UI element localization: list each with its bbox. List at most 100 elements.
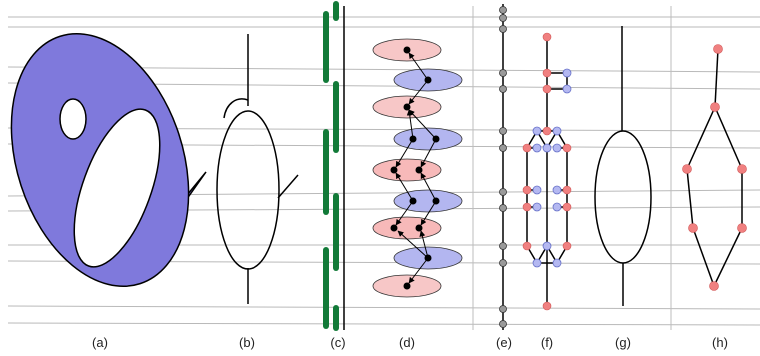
h-node: [737, 164, 747, 174]
f-blue-node: [552, 202, 562, 212]
panel-label-h: (h): [712, 335, 728, 350]
f-blue-node: [532, 143, 542, 153]
f-blue-node: [532, 258, 542, 268]
panel-label-c: (c): [330, 335, 345, 350]
h-edge: [714, 48, 719, 108]
f-red-node: [562, 143, 572, 153]
d-red-ellipse: [372, 158, 442, 182]
d-arrow: [420, 138, 437, 168]
d-node: [432, 197, 440, 205]
panel-d-ellipse-chain: [372, 38, 463, 298]
panel-f-ladder-graph: [522, 32, 572, 311]
d-arrow: [408, 109, 437, 140]
d-node: [432, 135, 440, 143]
f-blue-node: [552, 143, 562, 153]
panel-label-e: (e): [496, 335, 512, 350]
panel-label-d: (d): [399, 335, 415, 350]
f-red-node: [522, 202, 532, 212]
panel-b-outline: [216, 34, 299, 304]
f-blue-node: [552, 258, 562, 268]
d-node: [403, 103, 411, 111]
h-node: [709, 281, 719, 291]
h-node: [710, 102, 720, 112]
d-node: [424, 76, 432, 84]
h-node: [737, 223, 747, 233]
guide-line: [7, 305, 760, 310]
panel-label-f: (f): [541, 335, 553, 350]
panel-label-g: (g): [615, 335, 631, 350]
d-blue-ellipse: [393, 127, 463, 151]
d-node: [409, 135, 417, 143]
f-blue-node: [562, 84, 572, 94]
torus-small-hole: [59, 98, 87, 140]
guide-line: [7, 322, 760, 326]
f-blue-node: [542, 241, 552, 251]
e-node: [499, 204, 507, 212]
d-arrow: [408, 79, 429, 105]
e-node: [499, 242, 507, 250]
e-node: [499, 259, 507, 267]
e-node: [499, 305, 507, 313]
d-arrow: [395, 200, 414, 226]
d-arrow: [395, 138, 414, 168]
f-blue-node: [532, 126, 542, 136]
d-node: [390, 224, 398, 232]
b-left-lobe: [223, 98, 249, 119]
f-red-node: [542, 301, 552, 311]
panel-h-diamond-graph: [682, 44, 747, 291]
h-node: [688, 223, 698, 233]
h-edge: [714, 106, 743, 170]
h-edge: [692, 227, 715, 287]
h-edge: [713, 227, 743, 287]
f-blue-node: [542, 143, 552, 153]
d-node: [409, 197, 417, 205]
f-blue-node: [562, 68, 572, 78]
f-blue-node: [532, 185, 542, 195]
f-red-node: [542, 126, 552, 136]
e-node: [499, 188, 507, 196]
panel-label-b: (b): [239, 335, 255, 350]
torus-large-hole: [73, 108, 161, 268]
panel-label-a: (a): [92, 335, 108, 350]
e-node: [499, 144, 507, 152]
b-right-branch: [277, 174, 299, 199]
f-red-node: [562, 202, 572, 212]
d-arrow: [408, 52, 429, 81]
e-node: [499, 127, 507, 135]
panel-separators: [472, 6, 672, 330]
f-blue-node: [552, 126, 562, 136]
d-arrow: [397, 230, 429, 259]
h-node: [682, 164, 692, 174]
h-edge: [686, 168, 694, 229]
d-red-ellipse: [372, 216, 442, 240]
e-node: [499, 6, 507, 14]
e-node: [499, 69, 507, 77]
e-node: [499, 85, 507, 93]
d-arrow: [408, 257, 429, 284]
d-node: [424, 254, 432, 262]
e-node: [499, 14, 507, 22]
f-red-node: [542, 32, 552, 42]
e-node: [499, 320, 507, 328]
d-node: [415, 166, 423, 174]
d-blue-ellipse: [393, 189, 463, 213]
f-red-node: [522, 143, 532, 153]
d-arrow: [420, 172, 437, 202]
d-arrow: [395, 172, 414, 202]
f-red-node: [522, 241, 532, 251]
d-arrow: [420, 200, 437, 226]
f-blue-node: [532, 202, 542, 212]
d-node: [403, 46, 411, 54]
f-red-node: [542, 68, 552, 78]
f-red-node: [522, 185, 532, 195]
panel-labels: (a) (b) (c) (d) (e) (f) (g) (h): [92, 335, 728, 350]
panel-a-torus: [10, 32, 207, 288]
d-arrow: [419, 230, 429, 259]
d-node: [403, 282, 411, 290]
f-red-node: [542, 84, 552, 94]
f-red-node: [562, 185, 572, 195]
f-blue-node: [552, 185, 562, 195]
panel-e-chain: [499, 4, 507, 330]
f-red-node: [562, 241, 572, 251]
